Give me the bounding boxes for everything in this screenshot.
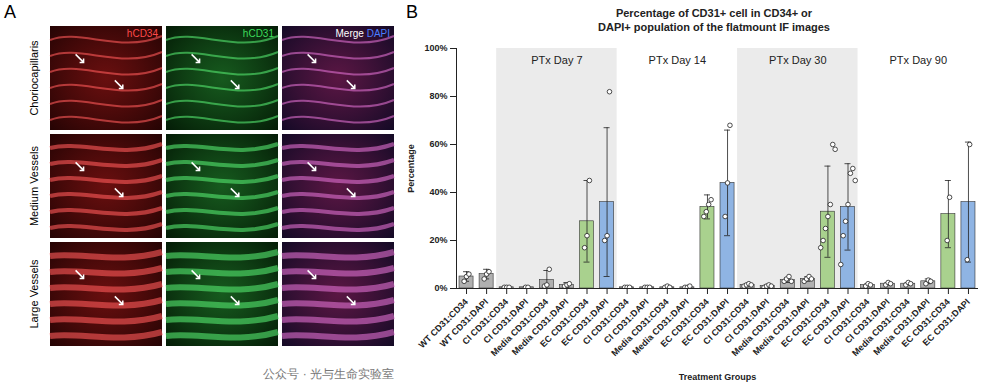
svg-text:EC CD31:CD34: EC CD31:CD34 — [658, 296, 711, 350]
svg-text:CI CD31:DAPI: CI CD31:DAPI — [842, 296, 892, 346]
svg-text:hCD34: hCD34 — [127, 28, 159, 39]
svg-text:Choriocapillaris: Choriocapillaris — [28, 40, 40, 116]
svg-text:PTx Day 7: PTx Day 7 — [531, 54, 582, 66]
svg-text:EC CD31:DAPI: EC CD31:DAPI — [559, 296, 611, 348]
html-text:B: B — [406, 2, 418, 22]
svg-text:100%: 100% — [424, 43, 447, 53]
svg-text:Medium Vessels: Medium Vessels — [28, 145, 40, 226]
svg-text:Treatment Groups: Treatment Groups — [679, 372, 757, 382]
svg-text:WT CD31:CD34: WT CD31:CD34 — [416, 296, 470, 351]
svg-text:公众号 · 光与生命实验室: 公众号 · 光与生命实验室 — [263, 367, 394, 381]
svg-text:EC CD31:CD34: EC CD31:CD34 — [779, 296, 832, 350]
svg-text:PTx Day 14: PTx Day 14 — [649, 54, 706, 66]
svg-text:Media CD31:CD34: Media CD31:CD34 — [850, 296, 912, 359]
svg-text:60%: 60% — [429, 139, 447, 149]
svg-text:Percentage: Percentage — [406, 144, 416, 193]
svg-text:Merge DAPI: Merge DAPI — [336, 28, 390, 39]
svg-text:40%: 40% — [429, 187, 447, 197]
svg-text:20%: 20% — [429, 235, 447, 245]
svg-text:CI CD31:CD34: CI CD31:CD34 — [580, 296, 631, 347]
svg-text:Media CD31:CD34: Media CD31:CD34 — [609, 296, 671, 359]
svg-text:Media CD31:DAPI: Media CD31:DAPI — [630, 296, 691, 358]
svg-text:CI CD31:DAPI: CI CD31:DAPI — [722, 296, 772, 346]
svg-text:Media CD31:CD34: Media CD31:CD34 — [488, 296, 551, 359]
svg-text:Media CD31:DAPI: Media CD31:DAPI — [871, 296, 932, 358]
svg-text:EC CD31:CD34: EC CD31:CD34 — [899, 296, 952, 350]
svg-text:CI CD31:DAPI: CI CD31:DAPI — [601, 296, 651, 346]
svg-text:WT CD31:DAPI: WT CD31:DAPI — [437, 296, 491, 349]
svg-text:Large Vessels: Large Vessels — [28, 259, 40, 329]
svg-text:EC CD31:DAPI: EC CD31:DAPI — [800, 296, 852, 348]
html-text:DAPI+ population of the flatmo: DAPI+ population of the flatmount IF ima… — [598, 21, 830, 33]
svg-text:PTx Day 90: PTx Day 90 — [890, 54, 947, 66]
svg-text:EC CD31:DAPI: EC CD31:DAPI — [921, 297, 972, 348]
svg-text:0%: 0% — [434, 283, 447, 293]
svg-text:A: A — [4, 2, 16, 22]
svg-text:80%: 80% — [429, 91, 447, 101]
svg-text:CI CD31:CD34: CI CD31:CD34 — [701, 296, 752, 347]
svg-text:PTx Day 30: PTx Day 30 — [769, 54, 826, 66]
svg-text:CI CD31:CD34: CI CD31:CD34 — [821, 296, 872, 347]
svg-text:CI CD31:CD34: CI CD31:CD34 — [460, 296, 511, 347]
svg-text:Media CD31:DAPI: Media CD31:DAPI — [750, 296, 812, 358]
svg-text:Media CD31:CD34: Media CD31:CD34 — [729, 296, 792, 359]
svg-text:Media CD31:DAPI: Media CD31:DAPI — [509, 296, 571, 358]
html-text:Percentage of CD31+ cell in CD: Percentage of CD31+ cell in CD34+ or — [615, 7, 813, 19]
svg-text:EC CD31:DAPI: EC CD31:DAPI — [679, 296, 731, 348]
svg-text:CI CD31:DAPI: CI CD31:DAPI — [481, 296, 531, 346]
svg-text:EC CD31:CD34: EC CD31:CD34 — [538, 296, 591, 350]
svg-text:hCD31: hCD31 — [243, 28, 275, 39]
